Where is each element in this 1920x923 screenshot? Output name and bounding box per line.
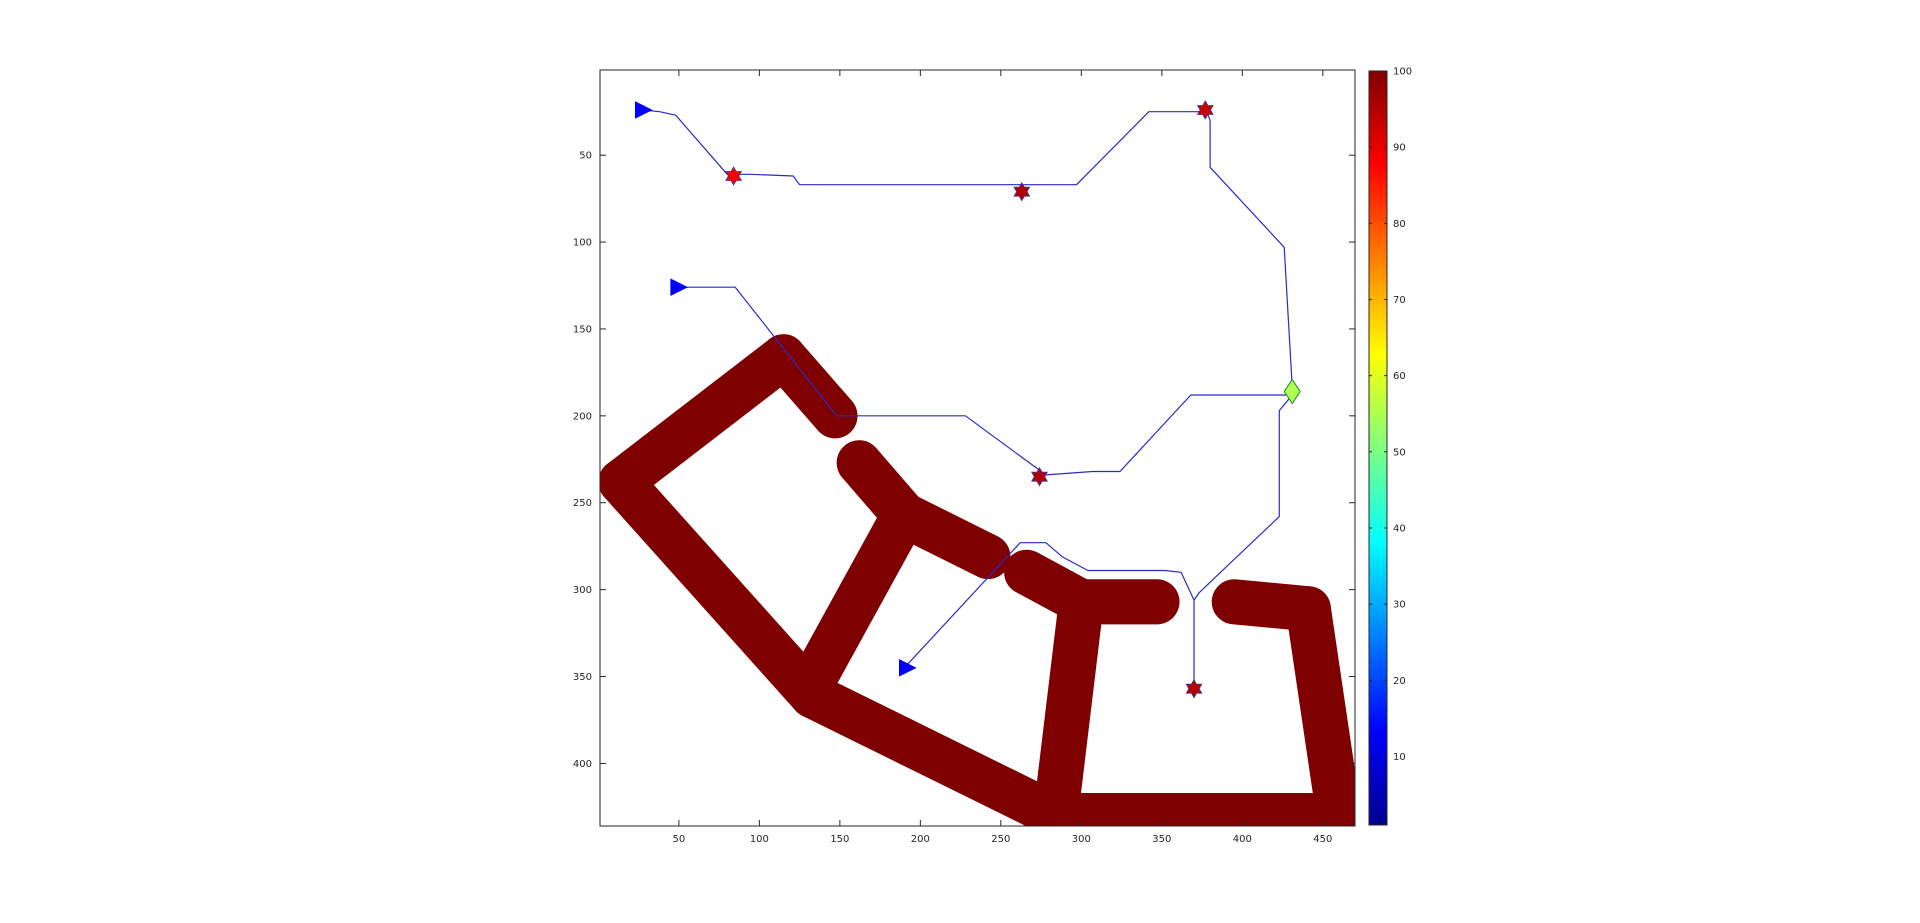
x-tick-label: 400 [1233,834,1252,845]
obstacle-segment [600,459,836,719]
obstacle-segment [789,492,927,705]
colorbar-tick-label: 10 [1393,752,1406,763]
y-tick-label: 400 [573,759,592,770]
goal-marker [1196,100,1214,120]
goal-marker [1185,678,1203,699]
colorbar-tick-label: 70 [1393,295,1406,306]
x-tick-label: 100 [750,834,769,845]
y-tick-label: 200 [573,411,592,422]
obstacle-segment [600,334,807,505]
y-tick-label: 100 [573,238,592,249]
y-tick-label: 250 [573,498,592,509]
colorbar-tick-label: 80 [1393,219,1406,230]
x-tick-label: 50 [673,834,686,845]
hub-marker [1283,378,1301,405]
obstacle-segment [1211,579,1331,632]
obstacle-segment [789,673,1079,826]
colorbar-ticks: 10 20 30 40 50 60 70 80 90 100 [1369,67,1412,763]
x-tick-label: 150 [830,834,849,845]
colorbar-box [1368,70,1388,826]
obstacle-segment [1033,579,1104,826]
x-tick-label: 450 [1313,834,1332,845]
y-axis: 50 100 150 200 250 300 350 400 [573,151,1355,770]
goal-marker [1031,466,1048,487]
x-tick-label: 350 [1152,834,1171,845]
x-axis: 50 100 150 200 250 300 350 400 450 [673,70,1332,845]
start-marker [898,659,917,677]
goal-marker [725,166,743,186]
obstacle-segment [760,334,858,439]
start-marker [670,278,688,297]
x-tick-label: 300 [1072,834,1091,845]
obstacle-segment [881,492,1011,580]
colorbar-gradient [1369,71,1387,825]
colorbar-tick-label: 40 [1393,523,1406,534]
colorbar-tick-label: 20 [1393,676,1406,687]
colorbar-tick-label: 60 [1393,371,1406,382]
colorbar: 10 20 30 40 50 60 70 80 90 100 [1368,67,1412,826]
y-tick-label: 150 [573,324,592,335]
goal-marker [1013,181,1031,202]
x-tick-label: 250 [991,834,1010,845]
obstacle-segment [1004,549,1104,625]
plot-area: 50 100 150 200 250 300 350 400 450 50 100 150 200 25… [573,69,1356,845]
path-layer [643,109,1293,689]
colorbar-tick-label: 30 [1393,600,1406,611]
marker-layer [634,100,1301,699]
obstacle-layer [600,334,1355,826]
y-tick-label: 300 [573,585,592,596]
colorbar-tick-label: 50 [1393,447,1406,458]
obstacle-segment [1285,586,1355,826]
planned-path [903,542,1195,669]
planned-path [643,109,1293,476]
y-tick-label: 50 [579,151,592,162]
colorbar-tick-label: 90 [1393,143,1406,154]
colorbar-tick-label: 100 [1393,67,1412,78]
y-tick-label: 350 [573,672,592,683]
start-marker [634,101,653,119]
x-tick-label: 200 [911,834,930,845]
axes-box [599,69,1356,827]
